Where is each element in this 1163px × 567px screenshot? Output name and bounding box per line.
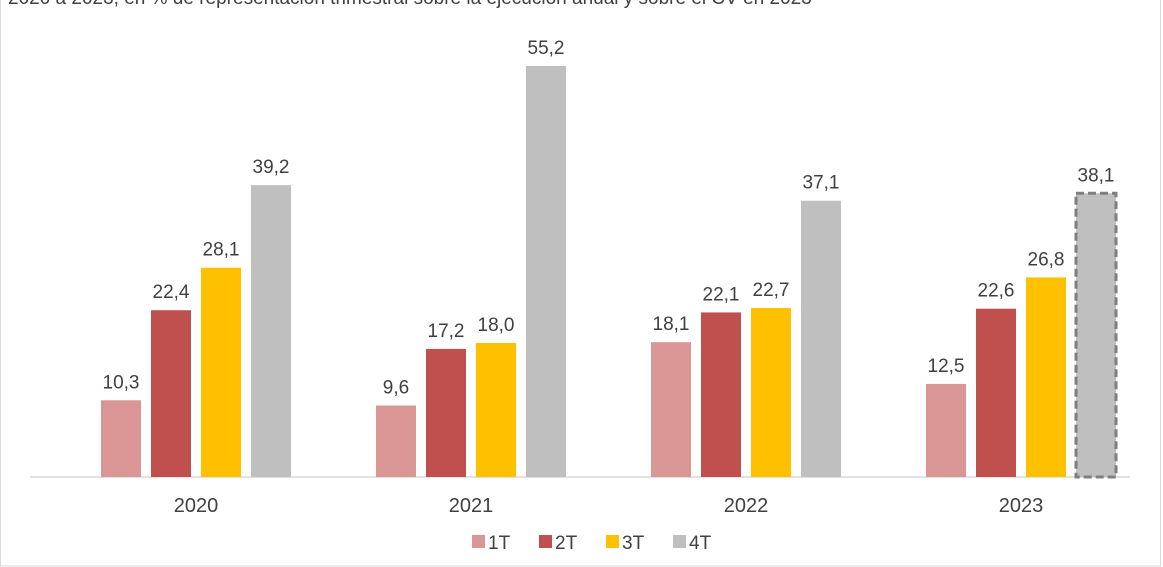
bar: [376, 405, 416, 477]
data-label: 37,1: [803, 173, 840, 194]
bar: [151, 310, 191, 477]
data-label: 39,2: [253, 157, 290, 178]
bar: [701, 312, 741, 477]
bar: [426, 348, 466, 477]
data-label: 55,2: [528, 38, 565, 59]
x-tick-label: 2022: [724, 495, 769, 517]
legend-label: 3T: [622, 533, 645, 554]
legend-swatch: [606, 535, 619, 548]
bar: [201, 267, 241, 477]
bar: [976, 308, 1016, 477]
bar: [251, 185, 291, 477]
data-label: 26,8: [1028, 249, 1065, 270]
legend-swatch: [673, 535, 686, 548]
chart-subtitle: 2020 a 2023, en % de representación trim…: [8, 0, 812, 9]
bar: [1074, 191, 1118, 479]
data-label: 22,4: [153, 282, 190, 303]
x-tick-label: 2021: [449, 495, 494, 517]
legend-label: 1T: [488, 533, 511, 554]
bar: [926, 383, 966, 477]
bar: [651, 342, 691, 477]
data-label: 17,2: [428, 321, 465, 342]
legend-swatch: [539, 535, 552, 548]
bar: [751, 307, 791, 477]
legend-label: 4T: [689, 533, 712, 554]
bar: [476, 342, 516, 477]
x-tick-label: 2020: [174, 495, 219, 517]
data-label: 12,5: [928, 356, 965, 377]
legend-swatch: [472, 535, 485, 548]
data-label: 9,6: [383, 378, 409, 399]
bar: [101, 400, 141, 477]
data-label: 18,1: [653, 314, 690, 335]
data-label: 22,1: [703, 284, 740, 305]
data-label: 22,6: [978, 281, 1015, 302]
bar: [1026, 277, 1066, 477]
x-tick-label: 2023: [999, 495, 1044, 517]
bar: [526, 65, 566, 477]
data-label: 10,3: [103, 372, 140, 393]
legend-label: 2T: [555, 533, 578, 554]
data-label: 38,1: [1078, 165, 1115, 186]
bar: [801, 200, 841, 477]
data-label: 18,0: [478, 315, 515, 336]
data-label: 28,1: [203, 240, 240, 261]
data-label: 22,7: [753, 280, 790, 301]
